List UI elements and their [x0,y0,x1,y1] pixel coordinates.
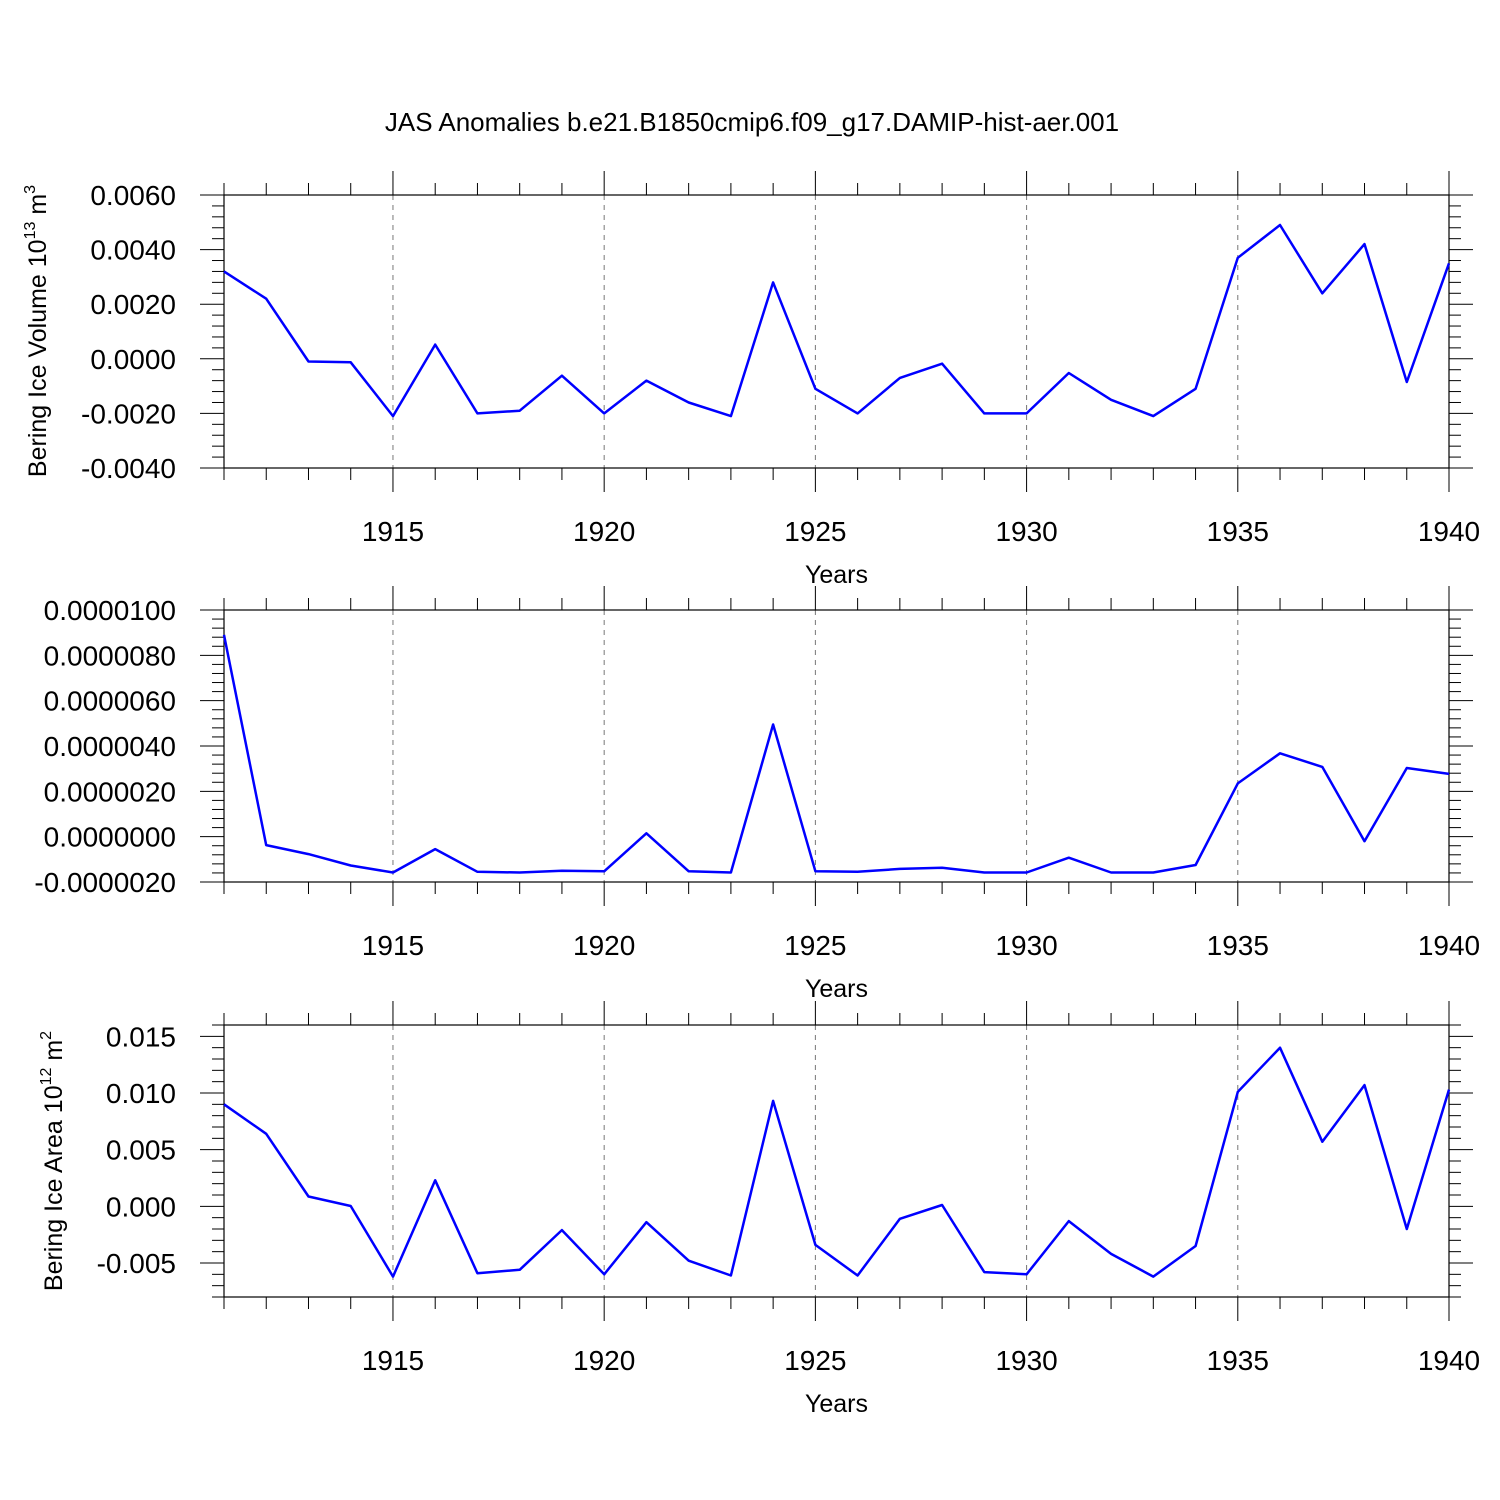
y-tick-label: 0.0000020 [44,776,176,807]
y-tick-label: -0.0000020 [34,867,176,898]
figure-title: JAS Anomalies b.e21.B1850cmip6.f09_g17.D… [385,107,1119,137]
y-tick-label: 0.0000100 [44,595,176,626]
panel-ice-area: 0.015 0.010 0.005 0.000 -0.005 1915 1920 1925 19… [38,1001,1480,1418]
y-tick-label: 0.0000 [90,344,176,375]
series-line [223,1046,1451,1278]
x-tick-label: 1920 [573,516,635,547]
x-tick-label: 1915 [362,516,424,547]
y-tick-label: 0.010 [106,1078,176,1109]
y-tick-label: -0.0040 [81,453,176,484]
plot-frame [223,1024,1450,1298]
y-tick-label: 0.000 [106,1191,176,1222]
x-tick-label: 1940 [1418,1345,1480,1376]
x-tick-label: 1940 [1418,930,1480,961]
series-line [222,634,1450,874]
x-tick-label: 1935 [1207,516,1269,547]
y-axis-label-part: 12 [38,1067,55,1085]
y-tick-label: 0.0060 [90,180,176,211]
x-tick-label: 1940 [1418,516,1480,547]
series-line [223,223,1451,418]
y-tick-label: -0.0020 [81,398,176,429]
y-tick-label: 0.0020 [90,289,176,320]
y-tick-label: 0.0000060 [44,686,176,717]
panel-ice-volume: 0.0060 0.0040 0.0020 0.0000 -0.0020 -0.0040 19… [22,171,1480,589]
y-axis-label-part: m [24,194,52,222]
y-tick-label: -0.005 [97,1248,176,1279]
y-axis-label-part: 13 [22,222,39,240]
y-axis-label-part: 2 [38,1031,55,1040]
y-axis-label-part: Bering Ice Area 10 [40,1085,68,1291]
x-tick-label: 1935 [1207,1345,1269,1376]
x-axis-label: Years [805,975,868,1003]
x-tick-label: 1920 [573,1345,635,1376]
y-axis-label-part: m [40,1040,68,1068]
y-tick-label: 0.0000040 [44,731,176,762]
x-tick-label: 1915 [362,1345,424,1376]
y-tick-label: 0.005 [106,1135,176,1166]
y-tick-label: 0.0000000 [44,822,176,853]
y-axis-label-part: Bering Ice Volume 10 [24,239,52,477]
x-tick-label: 1920 [573,930,635,961]
x-axis-label: Years [805,561,868,589]
x-tick-label: 1935 [1207,930,1269,961]
plot-frame [223,609,1450,883]
x-tick-label: 1915 [362,930,424,961]
y-axis-label: Bering Ice Area 1012 m2 [38,1031,68,1291]
y-tick-label: 0.0000080 [44,640,176,671]
y-tick-label: 0.0040 [90,235,176,266]
x-tick-label: 1925 [784,930,846,961]
x-tick-label: 1925 [784,1345,846,1376]
x-axis-label: Years [805,1390,868,1418]
y-axis-label: Bering Ice Volume 1013 m3 [22,185,52,477]
x-tick-label: 1930 [995,930,1057,961]
x-tick-label: 1930 [995,1345,1057,1376]
y-tick-label: 0.015 [106,1021,176,1052]
plot-frame [223,194,1450,469]
x-tick-label: 1930 [995,516,1057,547]
panel-middle-series: 0.0000100 0.0000080 0.0000060 0.0000040 0.00… [34,586,1480,1003]
y-axis-label-part: 3 [22,185,39,194]
x-tick-label: 1925 [784,516,846,547]
